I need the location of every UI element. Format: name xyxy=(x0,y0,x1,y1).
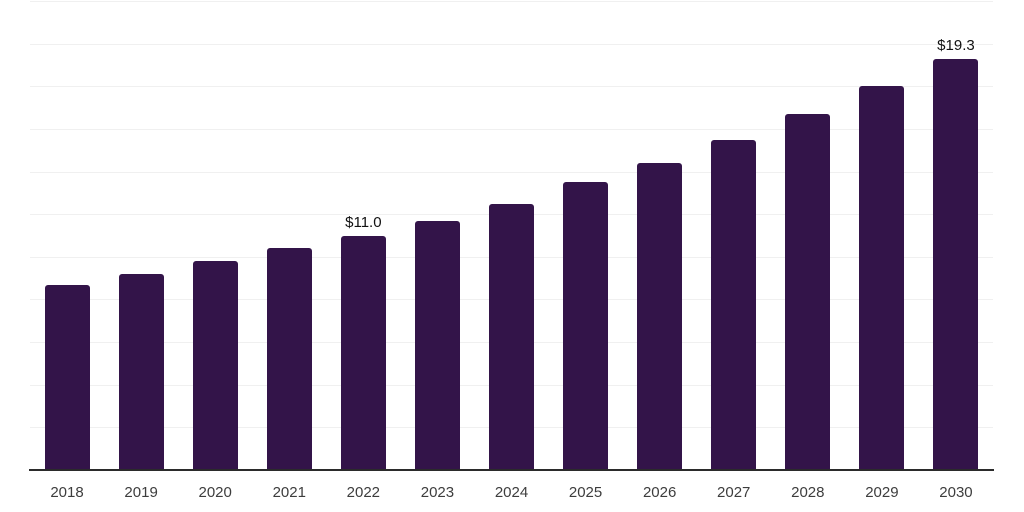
bar-2021 xyxy=(266,248,312,470)
x-tick-2029: 2029 xyxy=(865,484,899,501)
gridline xyxy=(30,128,993,130)
x-tick-2018: 2018 xyxy=(50,484,84,501)
gridline xyxy=(30,86,993,88)
bar-2022 xyxy=(340,235,386,470)
x-tick-2020: 2020 xyxy=(198,484,232,501)
plot-area: $11.0 $19.3 xyxy=(30,1,993,470)
bar-2029 xyxy=(859,86,905,470)
data-label-2030: $19.3 xyxy=(937,36,975,54)
bar-2030 xyxy=(933,58,979,470)
bar-2018 xyxy=(44,284,90,470)
gridline xyxy=(30,43,993,45)
x-tick-2019: 2019 xyxy=(124,484,158,501)
x-axis-line xyxy=(29,469,994,471)
x-tick-2028: 2028 xyxy=(791,484,825,501)
x-tick-2022: 2022 xyxy=(346,484,381,501)
x-tick-2026: 2026 xyxy=(642,484,677,501)
x-tick-2023: 2023 xyxy=(420,484,455,501)
data-label-2022: $11.0 xyxy=(345,213,382,231)
bar-2024 xyxy=(489,203,534,470)
x-tick-2024: 2024 xyxy=(494,484,529,501)
x-axis-labels: 2018 2019 2020 2021 2022 2023 2024 2025 2026 2027… xyxy=(30,485,993,505)
gridline xyxy=(30,1,993,2)
x-tick-2021: 2021 xyxy=(272,484,306,501)
bar-2027 xyxy=(711,139,757,470)
x-tick-2027: 2027 xyxy=(717,484,751,501)
x-tick-2030: 2030 xyxy=(939,484,973,501)
bar-2019 xyxy=(118,273,164,470)
bar-2026 xyxy=(637,163,683,470)
bar-2025 xyxy=(563,182,609,470)
x-tick-2025: 2025 xyxy=(568,484,603,501)
bar-2020 xyxy=(192,261,238,470)
gridline xyxy=(30,171,993,173)
bar-2023 xyxy=(414,220,460,470)
bar-2028 xyxy=(785,114,831,470)
